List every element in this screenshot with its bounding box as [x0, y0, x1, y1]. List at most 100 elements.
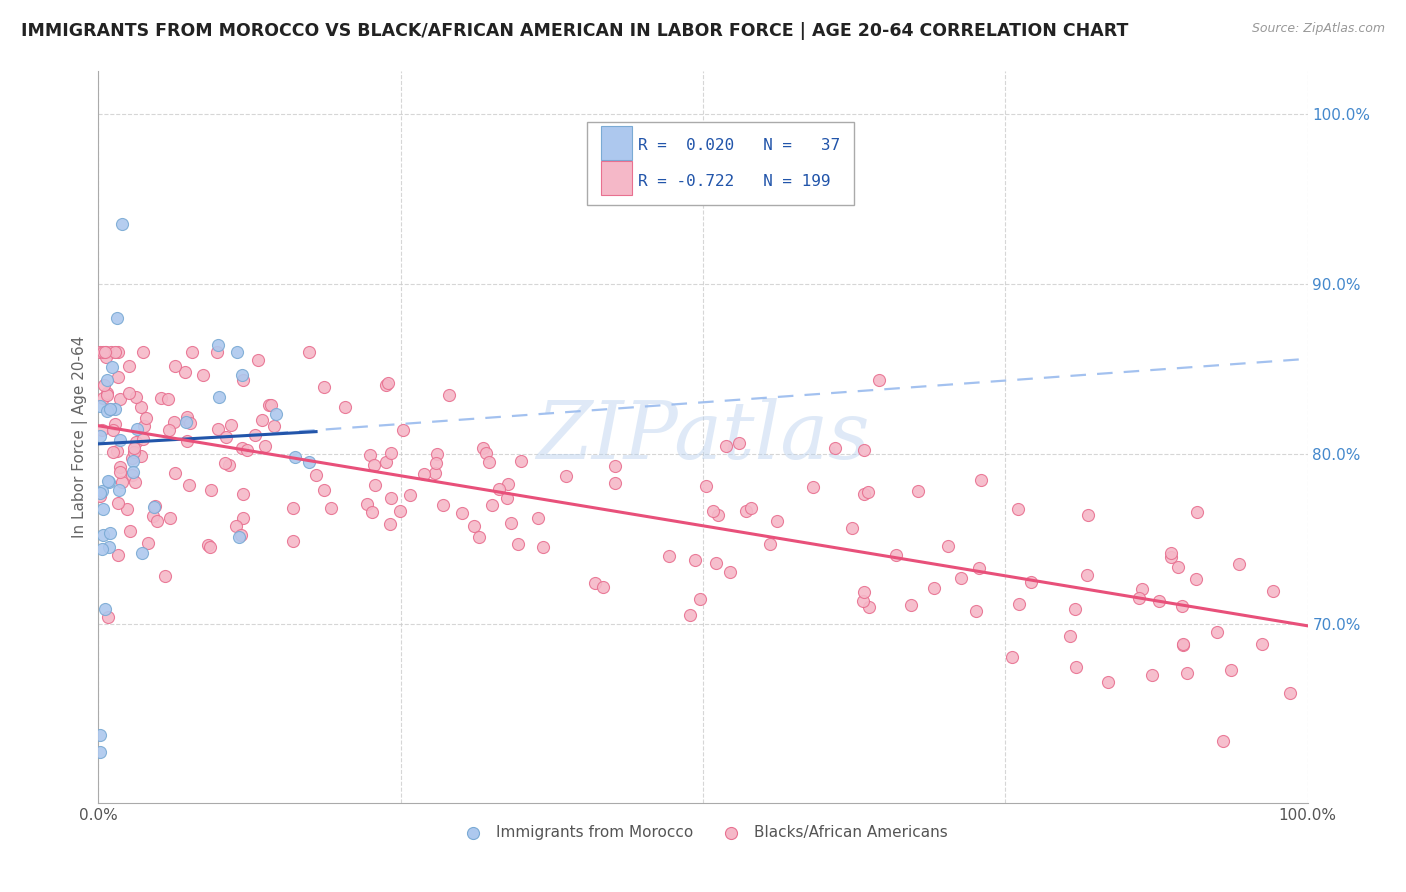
Point: [91, 483, 114, 498]
Point: [93, 377, 115, 392]
Point: [231, 442, 253, 456]
Point: [163, 466, 186, 480]
Point: [146, 514, 169, 528]
Point: [592, 580, 614, 594]
Point: [263, 419, 285, 434]
Point: [364, 478, 387, 492]
Point: [96, 403, 118, 417]
Point: [425, 456, 447, 470]
Point: [425, 467, 447, 481]
Text: R =  0.020   N =   37: R = 0.020 N = 37: [638, 138, 839, 153]
Point: [122, 441, 145, 455]
Point: [198, 540, 221, 554]
Point: [193, 368, 215, 382]
Point: [824, 441, 846, 455]
Point: [228, 530, 250, 544]
Point: [179, 417, 201, 431]
Point: [229, 528, 252, 542]
Point: [685, 553, 707, 567]
Point: [205, 345, 228, 359]
Point: [1185, 572, 1208, 586]
Point: [437, 387, 460, 401]
Point: [98, 540, 121, 554]
Point: [852, 487, 875, 501]
Point: [131, 345, 153, 359]
Point: [149, 391, 172, 405]
Point: [97, 610, 120, 624]
Point: [702, 504, 724, 518]
Point: [215, 430, 238, 444]
Point: [94, 345, 117, 359]
Point: [105, 311, 128, 326]
Point: [89, 345, 111, 359]
Point: [922, 581, 945, 595]
Point: [413, 467, 436, 481]
Point: [1063, 602, 1085, 616]
Point: [506, 537, 529, 551]
Point: [375, 378, 398, 392]
Point: [886, 549, 908, 563]
Point: [91, 391, 114, 405]
Point: [333, 400, 356, 414]
Point: [101, 423, 124, 437]
Point: [305, 467, 328, 482]
Point: [689, 592, 711, 607]
Point: [603, 459, 626, 474]
Point: [284, 450, 307, 465]
Point: [132, 432, 155, 446]
Point: [125, 390, 148, 404]
Point: [110, 433, 132, 447]
Point: [264, 407, 287, 421]
Point: [243, 427, 266, 442]
Point: [735, 504, 758, 518]
Point: [704, 557, 727, 571]
Point: [231, 368, 253, 382]
Point: [96, 388, 118, 402]
Point: [380, 446, 402, 460]
Point: [104, 345, 127, 359]
Point: [1064, 659, 1087, 673]
Point: [1160, 546, 1182, 560]
Point: [98, 402, 121, 417]
Text: IMMIGRANTS FROM MOROCCO VS BLACK/AFRICAN AMERICAN IN LABOR FORCE | AGE 20-64 COR: IMMIGRANTS FROM MOROCCO VS BLACK/AFRICAN…: [21, 22, 1129, 40]
Point: [1001, 649, 1024, 664]
Point: [96, 373, 118, 387]
Point: [89, 490, 111, 504]
Point: [89, 429, 111, 443]
Point: [226, 344, 249, 359]
Point: [527, 511, 550, 525]
Point: [853, 443, 876, 458]
Point: [107, 345, 129, 359]
Point: [107, 548, 129, 562]
Point: [451, 506, 474, 520]
Point: [177, 478, 200, 492]
Point: [499, 516, 522, 531]
Point: [176, 415, 198, 429]
Point: [110, 475, 132, 489]
Point: [122, 454, 145, 468]
Point: [253, 439, 276, 453]
Point: [225, 519, 247, 533]
Point: [679, 607, 702, 622]
Point: [207, 337, 229, 351]
Point: [214, 456, 236, 470]
Point: [1019, 575, 1042, 590]
Point: [125, 434, 148, 449]
Point: [281, 501, 304, 516]
Point: [107, 370, 129, 384]
Point: [1171, 599, 1194, 613]
Point: [1205, 624, 1227, 639]
Point: [509, 454, 531, 468]
Point: [127, 422, 149, 436]
Point: [218, 458, 240, 472]
Point: [108, 465, 131, 479]
Point: [108, 392, 131, 406]
Point: [488, 482, 510, 496]
Point: [208, 390, 231, 404]
Point: [176, 413, 198, 427]
Point: [89, 399, 111, 413]
Point: [766, 515, 789, 529]
Point: [257, 398, 280, 412]
Point: [104, 402, 127, 417]
Point: [91, 345, 114, 359]
